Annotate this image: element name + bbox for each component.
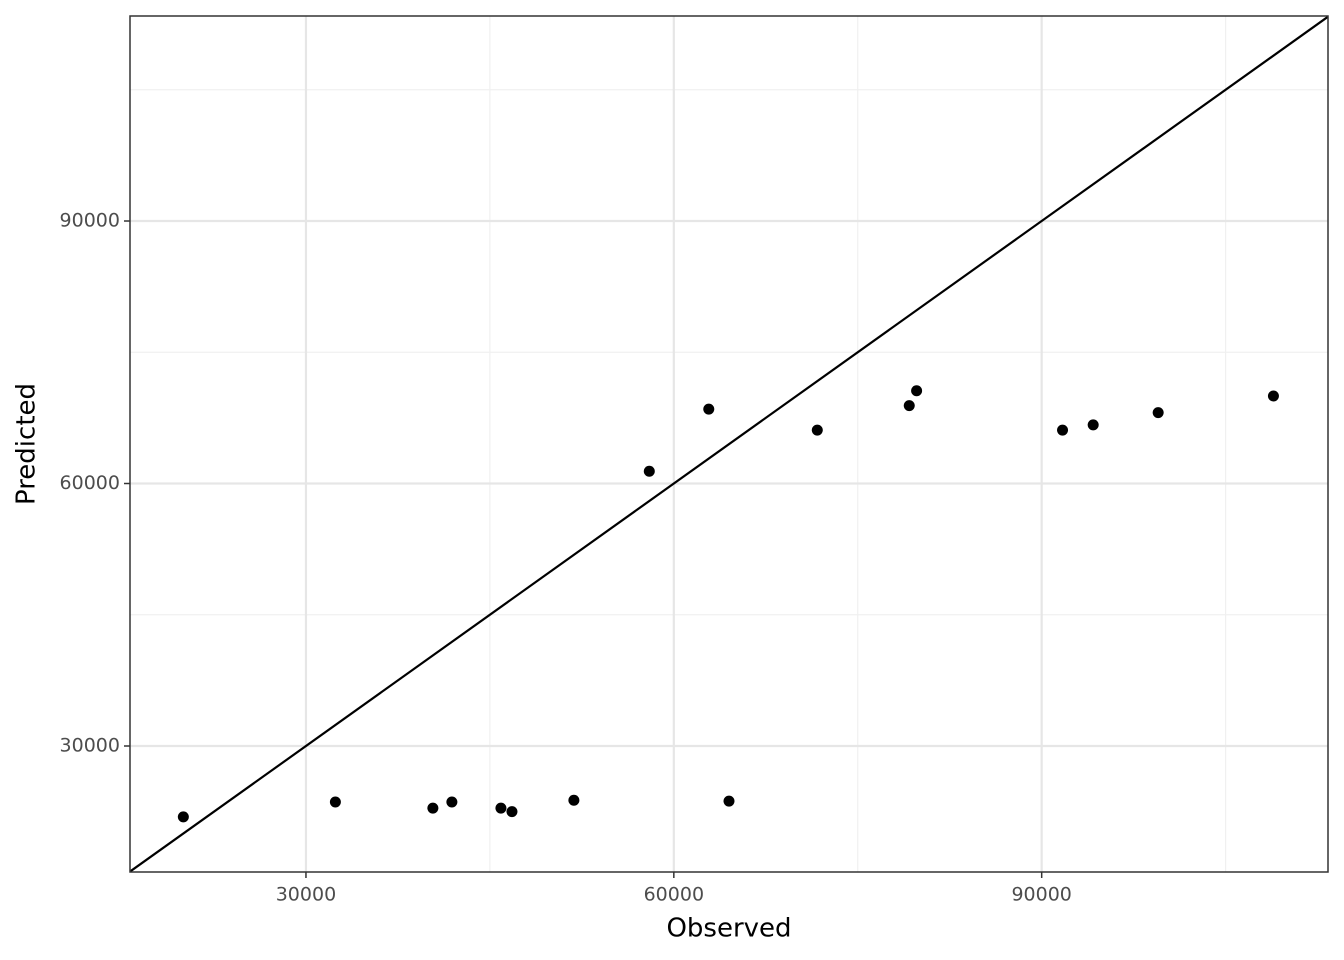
x-tick-label: 60000 [644, 884, 704, 906]
point [1087, 419, 1099, 431]
point [495, 802, 507, 814]
point [568, 794, 580, 806]
x-axis-title: Observed [666, 914, 791, 944]
identity-line [129, 15, 1329, 873]
y-tick-label: 60000 [60, 472, 120, 494]
x-tick-label: 90000 [1011, 884, 1071, 906]
point [811, 424, 823, 436]
point [1152, 407, 1164, 419]
point [329, 796, 341, 808]
plot-border [129, 15, 1329, 873]
point [703, 403, 715, 415]
point [723, 795, 735, 807]
x-tick-label: 30000 [276, 884, 336, 906]
y-axis-title: Predicted [12, 383, 42, 505]
point [1057, 424, 1069, 436]
point [1267, 390, 1279, 402]
point [903, 400, 915, 412]
point [446, 796, 458, 808]
point [643, 465, 655, 477]
point [911, 385, 923, 397]
y-tick-label: 90000 [60, 210, 120, 232]
point [177, 811, 189, 823]
point [506, 806, 518, 818]
point [427, 802, 439, 814]
y-tick-label: 30000 [60, 735, 120, 757]
